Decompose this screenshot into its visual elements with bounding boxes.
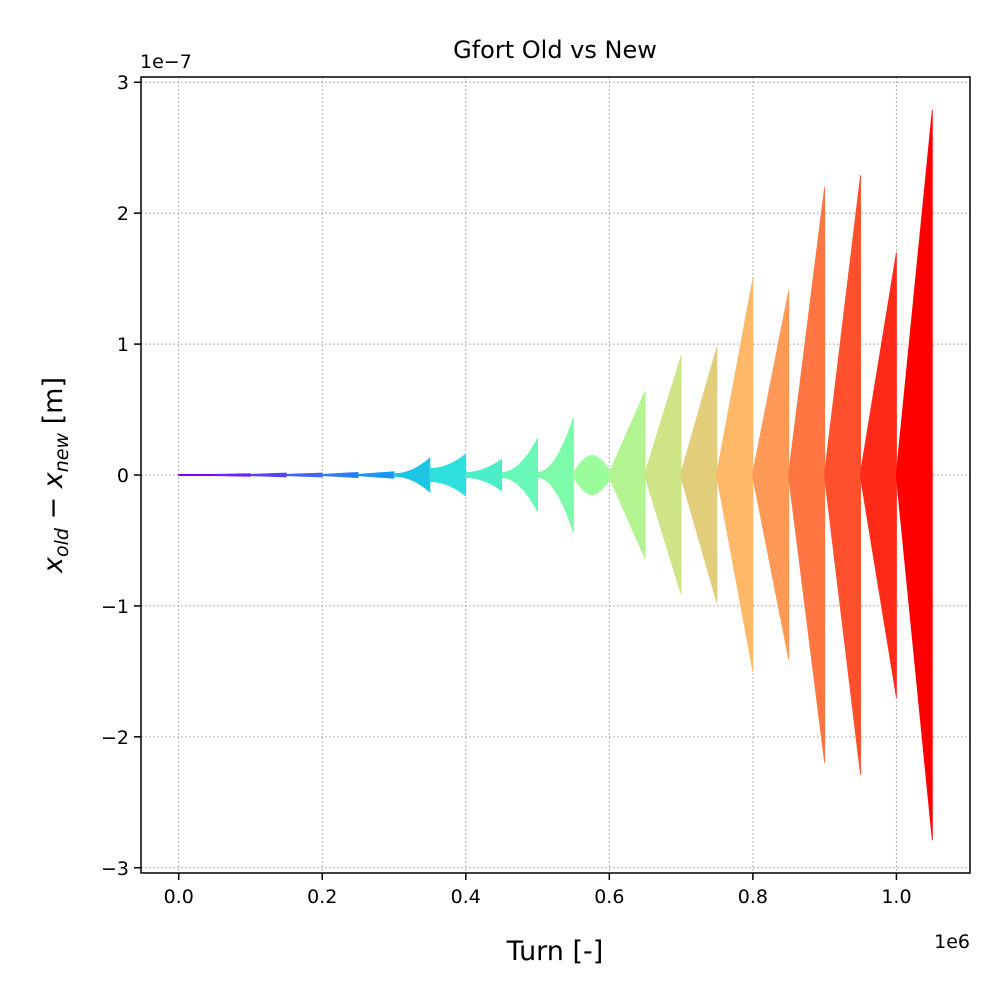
y-axis: −3 −2 −1 0 1 2 3 [101,72,141,880]
x-tick-label: 0.6 [594,886,624,908]
y-axis-label: xold − xnew [m] [38,377,73,574]
y-tick-label: 1 [117,334,129,356]
series-envelope-7 [429,453,467,497]
series-layer [178,109,933,841]
x-axis-label: Turn [-] [506,936,604,967]
series-envelope-0 [178,473,215,477]
y-label-base1: x [38,556,69,574]
series-envelope-1 [214,473,251,477]
series-envelope-6 [393,457,431,493]
series-envelope-17 [788,186,826,764]
series-envelope-18 [824,175,861,775]
y-label-op: − [38,488,69,528]
chart-title: Gfort Old vs New [453,36,657,64]
series-envelope-20 [896,109,933,841]
x-tick-label: 0.4 [451,886,481,908]
series-envelope-11 [573,455,610,495]
series-envelope-16 [752,290,790,660]
y-label-sub1: old [51,527,73,557]
x-scale-label: 1e6 [934,931,970,953]
y-tick-label: −2 [101,727,129,749]
x-tick-label: 1.0 [881,886,911,908]
series-envelope-5 [357,471,395,479]
y-scale-label: 1e−7 [140,51,192,73]
y-tick-label: −1 [101,596,129,618]
series-envelope-19 [860,252,897,698]
series-envelope-2 [250,472,287,478]
series-envelope-10 [537,417,574,533]
y-label-unit: [m] [38,377,69,433]
y-tick-label: 0 [117,465,129,487]
series-envelope-8 [465,458,503,492]
series-envelope-4 [321,471,359,479]
y-tick-label: 2 [117,203,129,225]
y-tick-label: −3 [101,858,129,880]
series-envelope-9 [501,438,538,512]
series-envelope-13 [644,355,682,595]
x-tick-label: 0.0 [164,886,194,908]
series-envelope-14 [680,346,718,604]
y-label-base2: x [38,471,69,489]
y-tick-label: 3 [117,72,129,94]
series-envelope-3 [285,472,323,478]
x-axis: 0.0 0.2 0.4 0.6 0.8 1.0 [164,873,912,908]
x-tick-label: 0.2 [307,886,337,908]
series-envelope-12 [608,391,646,559]
y-label-sub2: new [51,433,73,473]
series-envelope-15 [716,278,754,672]
x-tick-label: 0.8 [738,886,768,908]
